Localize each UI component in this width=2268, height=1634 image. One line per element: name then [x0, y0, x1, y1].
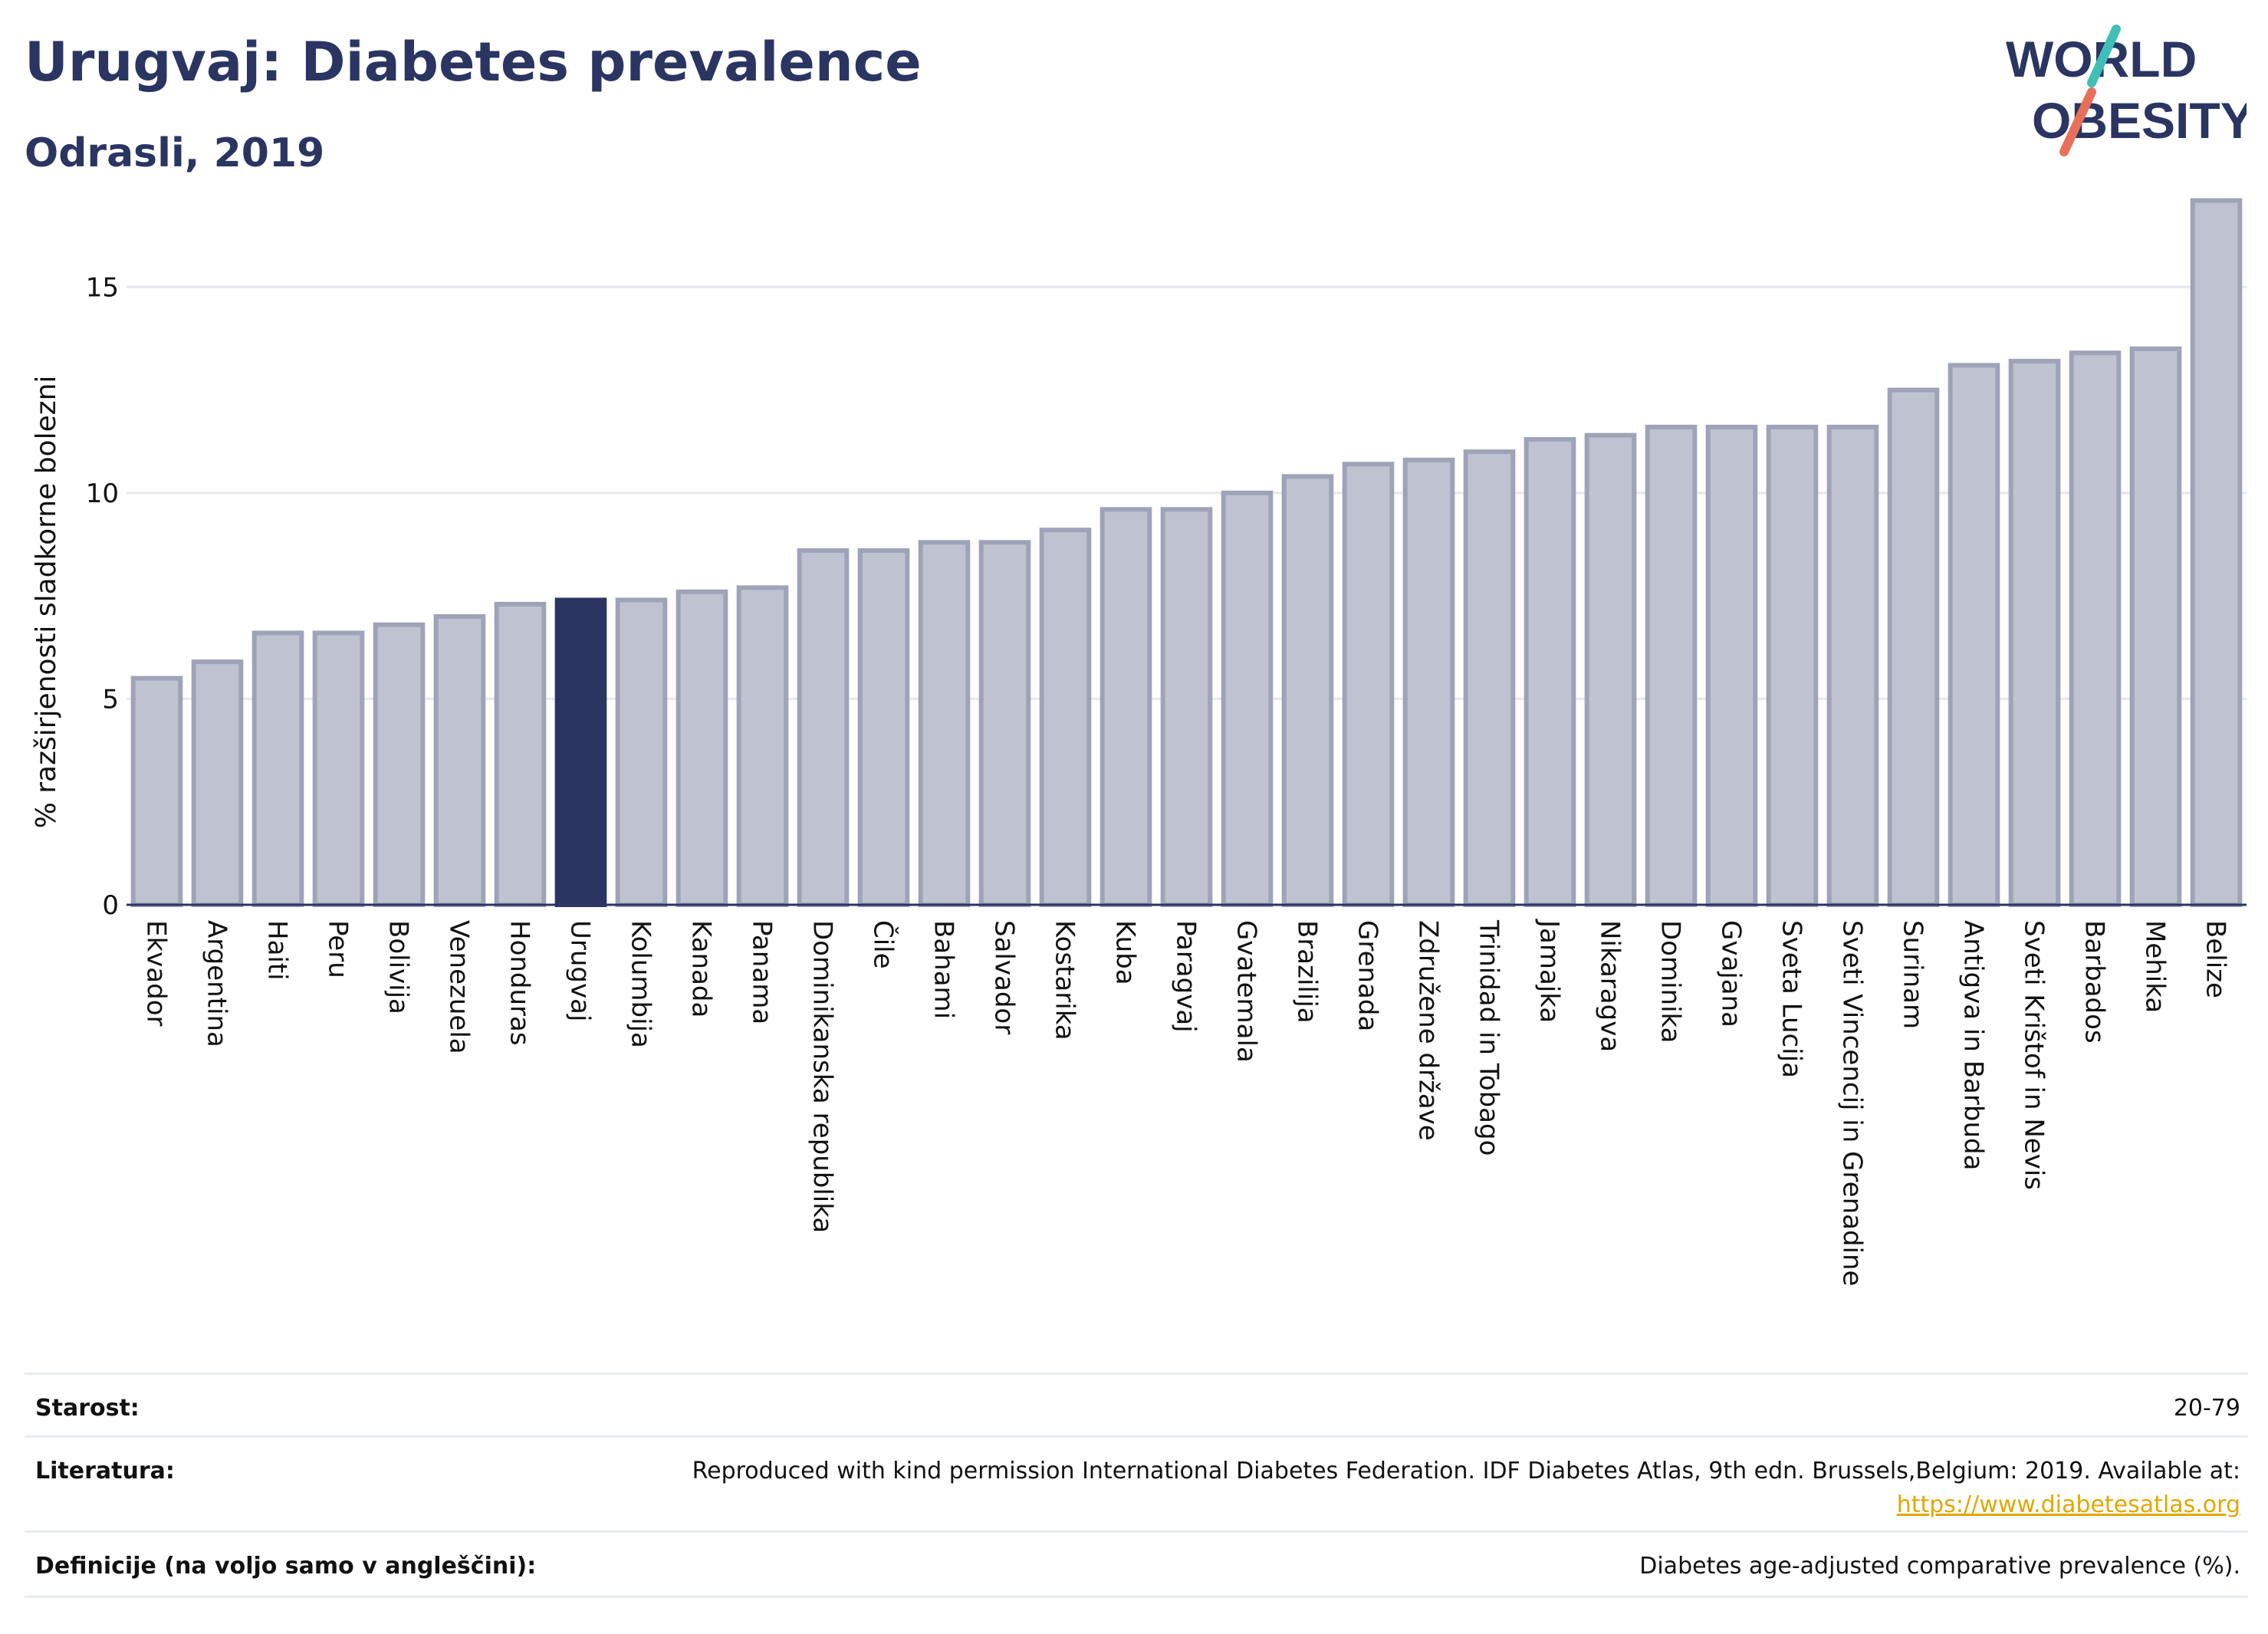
chart-subtitle: Odrasli, 2019 — [25, 130, 325, 176]
literature-text: Reproduced with kind permission Internat… — [692, 1458, 2240, 1484]
x-tick-label: Panama — [747, 920, 777, 1024]
x-tick-label: Kolumbija — [626, 920, 656, 1048]
y-axis-label: % razširjenosti sladkorne bolezni — [31, 376, 62, 829]
bar — [1402, 457, 1455, 907]
literature-link[interactable]: https://www.diabetesatlas.org — [1896, 1491, 2240, 1518]
x-tick-label: Barbados — [2079, 920, 2110, 1044]
bar — [494, 601, 547, 908]
bar — [857, 548, 910, 907]
bar — [433, 614, 486, 907]
x-tick-label: Jamajka — [1534, 919, 1565, 1023]
x-tick-label: Peru — [323, 920, 353, 978]
x-tick-label: Sveta Lucija — [1777, 920, 1807, 1078]
literature-label: Literatura: — [35, 1458, 175, 1484]
bar — [251, 630, 304, 907]
bar — [797, 548, 850, 907]
x-tick-label: Trinidad in Tobago — [1474, 919, 1504, 1156]
bar — [615, 597, 668, 907]
x-tick-label: Nikaragva — [1595, 920, 1625, 1052]
bar — [918, 540, 971, 907]
x-tick-label: Venezuela — [444, 920, 475, 1054]
bar — [191, 659, 244, 907]
bar — [1221, 490, 1274, 907]
info-row-definitions: Definicije (na voljo samo v angleščini):… — [25, 1530, 2248, 1598]
bar — [1039, 528, 1092, 907]
y-tick-label: 15 — [86, 272, 119, 303]
bar — [1826, 424, 1879, 907]
x-tick-label: Argentina — [202, 920, 232, 1047]
x-tick-label: Brazilija — [1292, 920, 1323, 1024]
bar — [1766, 424, 1819, 907]
x-tick-label: Belize — [2201, 920, 2231, 998]
x-tick-label: Kanada — [686, 920, 717, 1018]
definitions-text: Diabetes age-adjusted comparative preval… — [1639, 1553, 2240, 1580]
x-tick-label: Bolivija — [383, 920, 414, 1014]
bar-chart: 0 5 10 15 Ekvador Argentina Haiti Peru Bolivija… — [31, 198, 2247, 1286]
x-tick-label: Čile — [868, 920, 899, 969]
x-tick-label: Sveti Vincencij in Grenadine — [1837, 920, 1868, 1286]
bar — [1342, 462, 1395, 907]
bar — [1645, 424, 1698, 907]
bar — [2069, 350, 2122, 907]
x-tick-label: Združene države — [1413, 920, 1444, 1141]
info-row-literature: Literatura: Reproduced with kind permiss… — [25, 1435, 2248, 1533]
bar — [2190, 198, 2243, 907]
bar — [1463, 449, 1516, 907]
y-tick-label: 10 — [86, 478, 119, 509]
bar — [736, 585, 789, 908]
x-tick-label: Sveti Krištof in Nevis — [2019, 920, 2049, 1190]
x-tick-label: Honduras — [505, 920, 535, 1046]
bar — [373, 622, 426, 907]
x-tick-label: Gvajana — [1716, 920, 1747, 1027]
x-tick-label: Kostarika — [1050, 920, 1080, 1041]
age-label: Starost: — [35, 1395, 140, 1422]
x-tick-label: Salvador — [989, 920, 1020, 1034]
bar — [1160, 507, 1213, 907]
y-tick-label: 5 — [102, 684, 119, 715]
x-tick-label: Mehika — [2140, 920, 2171, 1013]
x-tick-label: Paragvaj — [1171, 920, 1201, 1033]
x-tick-label: Ekvador — [141, 920, 172, 1027]
x-tick-label: Dominika — [1655, 920, 1686, 1043]
bar — [1281, 474, 1334, 907]
x-tick-label: Dominikanska republika — [807, 920, 838, 1233]
bar — [312, 630, 365, 907]
y-axis-ticks: 0 5 10 15 — [86, 272, 119, 921]
x-tick-label: Gvatemala — [1231, 920, 1262, 1063]
bar — [1099, 507, 1152, 907]
x-tick-label: Kuba — [1110, 920, 1141, 985]
y-tick-label: 0 — [102, 890, 119, 921]
x-tick-label: Haiti — [262, 920, 293, 981]
bar — [130, 676, 183, 907]
x-tick-label: Bahami — [929, 920, 959, 1019]
bar — [1584, 432, 1637, 907]
bar — [978, 540, 1031, 907]
logo-slash-teal — [2087, 25, 2121, 87]
logo-slash-coral — [2059, 87, 2096, 156]
bars — [130, 198, 2243, 908]
bar — [675, 589, 728, 907]
bar-highlight — [554, 597, 607, 907]
chart-title: Urugvaj: Diabetes prevalence — [25, 31, 922, 94]
definitions-label: Definicije (na voljo samo v angleščini): — [35, 1553, 537, 1580]
world-obesity-logo: WORLD OBESITY — [2006, 25, 2247, 156]
bar — [1887, 387, 1940, 908]
x-tick-label: Grenada — [1353, 920, 1383, 1031]
x-tick-label: Antigva in Barbuda — [1958, 920, 1989, 1170]
x-axis-labels: Ekvador Argentina Haiti Peru Bolivija Venezue… — [141, 919, 2231, 1286]
bar — [2008, 358, 2061, 907]
age-value: 20-79 — [2173, 1395, 2240, 1422]
bar — [1948, 363, 2000, 908]
bar — [1524, 437, 1576, 907]
info-row-age: Starost: 20-79 — [25, 1373, 2248, 1438]
bar — [1705, 424, 1758, 907]
x-tick-label: Surinam — [1898, 920, 1928, 1029]
bar — [2129, 346, 2182, 908]
x-tick-label: Urugvaj — [565, 920, 596, 1021]
